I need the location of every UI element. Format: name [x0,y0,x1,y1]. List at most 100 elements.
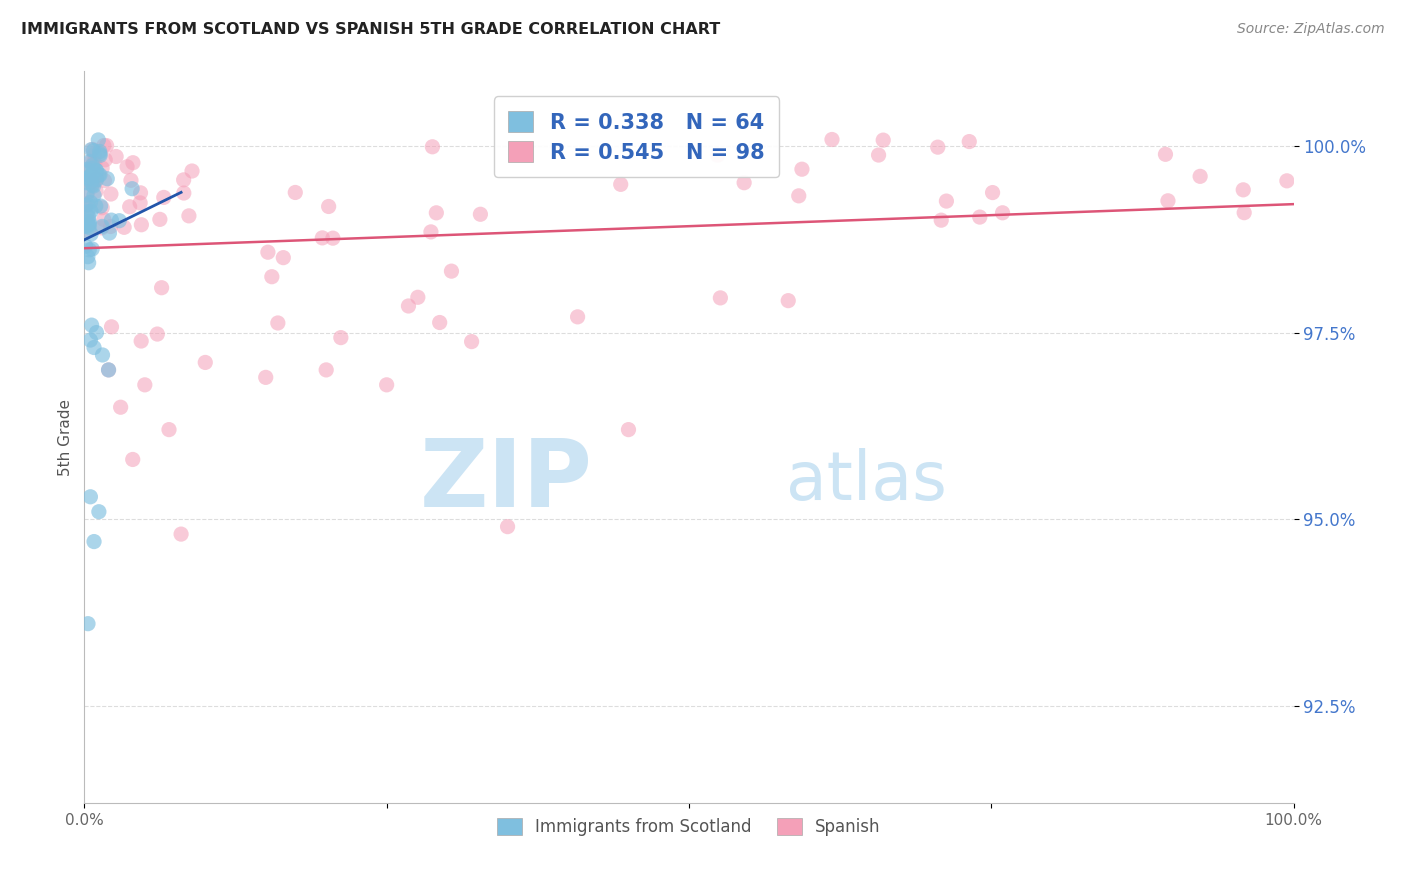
Point [86,326,108,340]
Point [1189,169,1212,184]
Point [79,164,101,178]
Point [77,219,100,233]
Point [273,251,295,265]
Point [181,164,204,178]
Point [146,327,169,342]
Point [706,148,728,162]
Point [76,188,98,202]
Point [89,145,111,159]
Text: ZIP: ZIP [419,435,592,527]
Point [83,179,105,194]
Point [375,377,398,392]
Point [105,149,128,163]
Point [1275,174,1298,188]
Point [83,147,105,161]
Point [83,155,105,169]
Point [89,148,111,162]
Point [260,269,283,284]
Point [406,290,429,304]
Point [170,527,193,541]
Point [709,291,731,305]
Point [131,218,153,232]
Point [981,186,1004,200]
Legend: Immigrants from Scotland, Spanish: Immigrants from Scotland, Spanish [486,807,891,846]
Point [77,218,100,232]
Point [86,173,108,187]
Point [460,334,482,349]
Point [96,138,118,153]
Point [83,188,105,202]
Point [87,168,110,182]
Point [79,195,101,210]
Point [868,148,890,162]
Point [82,143,104,157]
Point [93,138,115,153]
Point [100,186,122,201]
Point [173,173,195,187]
Point [75,239,97,253]
Point [422,140,444,154]
Point [872,133,894,147]
Point [935,194,957,208]
Point [93,212,115,227]
Point [77,195,100,210]
Point [1233,205,1256,219]
Point [87,133,110,147]
Point [90,199,112,213]
Point [129,186,152,200]
Point [79,490,101,504]
Point [398,299,420,313]
Point [89,168,111,182]
Point [121,452,143,467]
Point [122,155,145,169]
Point [91,348,114,362]
Point [77,243,100,257]
Point [121,182,143,196]
Point [496,519,519,533]
Point [1232,183,1254,197]
Point [77,220,100,235]
Point [150,281,173,295]
Point [80,318,103,332]
Point [77,224,100,238]
Point [173,186,195,200]
Point [84,199,107,213]
Point [470,207,492,221]
Point [969,210,991,224]
Point [80,154,103,169]
Point [91,219,114,234]
Point [134,377,156,392]
Point [94,153,117,167]
Point [177,209,200,223]
Point [75,199,97,213]
Point [157,423,180,437]
Point [82,242,104,256]
Point [79,333,101,347]
Point [79,169,101,183]
Point [86,163,108,178]
Point [75,219,97,234]
Text: Source: ZipAtlas.com: Source: ZipAtlas.com [1237,22,1385,37]
Point [790,162,813,177]
Point [89,146,111,161]
Point [84,184,107,198]
Point [76,198,98,212]
Point [929,213,952,227]
Point [440,264,463,278]
Point [778,293,800,308]
Point [927,140,949,154]
Point [91,161,114,175]
Point [425,206,447,220]
Point [419,225,441,239]
Point [91,201,114,215]
Point [90,220,112,235]
Point [76,205,98,219]
Point [991,206,1014,220]
Point [257,245,280,260]
Point [254,370,277,384]
Point [284,186,307,200]
Point [82,178,104,193]
Point [83,534,105,549]
Point [77,616,100,631]
Point [100,319,122,334]
